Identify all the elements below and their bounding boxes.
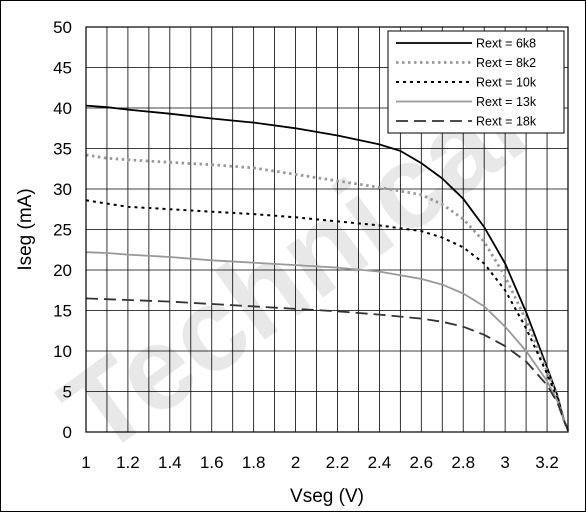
series-line-2 <box>85 153 570 431</box>
x-tick-label: 3.2 <box>535 453 559 472</box>
x-axis-title: Vseg (V) <box>290 486 364 507</box>
legend-label: Rext = 8k2 <box>476 56 536 70</box>
tick-labels: 0 5 10 15 20 25 30 35 40 45 50 1 1.2 1.4 1.6 1.8 2 2.2 2.4… <box>53 18 559 472</box>
series-line-4 <box>85 251 569 431</box>
y-tick-label: 30 <box>53 180 72 199</box>
x-tick-label: 2.6 <box>409 453 433 472</box>
y-tick-label: 5 <box>63 383 72 402</box>
y-tick-label: 10 <box>53 342 72 361</box>
legend-label: Rext = 13k <box>476 95 537 109</box>
x-tick-label: 2 <box>291 453 300 472</box>
y-tick-label: 35 <box>53 140 72 159</box>
y-tick-label: 25 <box>53 221 72 240</box>
x-tick-label: 1 <box>81 453 90 472</box>
x-tick-label: 2.4 <box>368 453 392 472</box>
y-tick-label: 20 <box>53 261 72 280</box>
series-line-5 <box>85 297 569 431</box>
legend-label: Rext = 10k <box>476 76 537 90</box>
x-tick-label: 3 <box>500 453 509 472</box>
legend-label: Rext = 18k <box>476 115 537 129</box>
x-tick-label: 1.2 <box>116 453 140 472</box>
y-tick-label: 15 <box>53 302 72 321</box>
y-tick-label: 40 <box>53 99 72 118</box>
x-tick-label: 2.8 <box>451 453 475 472</box>
series-line-3 <box>85 199 569 431</box>
y-tick-label: 45 <box>53 59 72 78</box>
x-tick-label: 2.2 <box>326 453 350 472</box>
y-tick-label: 0 <box>63 423 72 442</box>
plot-area-border <box>85 26 569 433</box>
x-tick-label: 1.6 <box>200 453 224 472</box>
y-axis-title: Iseg (mA) <box>15 188 36 270</box>
x-tick-label: 1.4 <box>158 453 182 472</box>
y-tick-label: 50 <box>53 18 72 37</box>
legend: Rext = 6k8 Rext = 8k2 Rext = 10k Rext = 13k… <box>387 30 565 134</box>
x-tick-label: 1.8 <box>242 453 266 472</box>
series-group <box>85 104 570 431</box>
legend-label: Rext = 6k8 <box>476 37 536 51</box>
series-line-1 <box>85 104 569 431</box>
